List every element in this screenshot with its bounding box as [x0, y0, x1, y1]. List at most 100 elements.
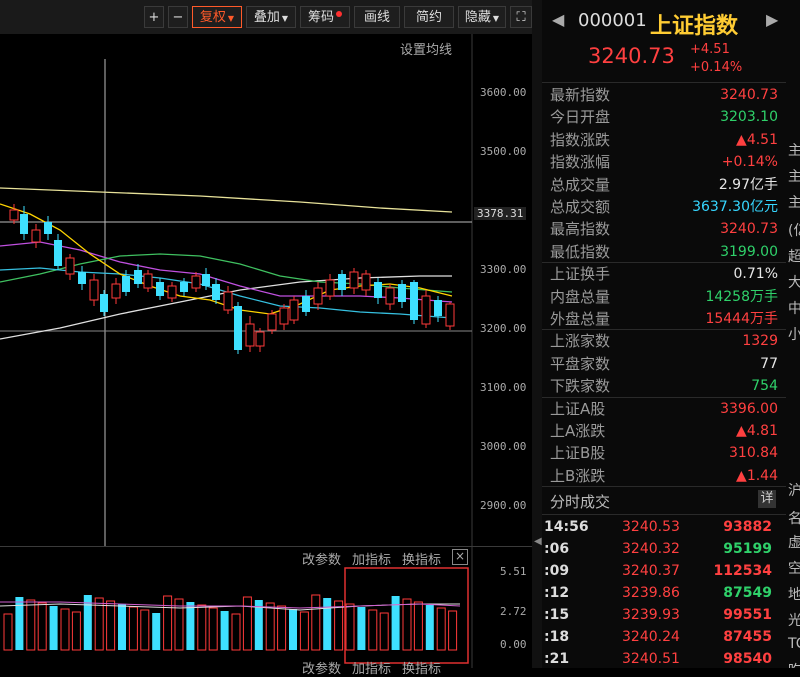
- trade-time: 14:56: [544, 519, 589, 535]
- quote-label: 指数涨跌: [550, 130, 611, 149]
- clipped-label: 空: [788, 561, 800, 577]
- y-tick-3300: 3300.00: [480, 263, 527, 276]
- volume-bar: [83, 595, 92, 650]
- candle-body: [410, 282, 418, 320]
- candle-body: [374, 282, 382, 298]
- current-price: 3240.73: [588, 44, 675, 68]
- quote-row: 总成交量 2.97亿手: [542, 174, 786, 196]
- trade-time: :21: [544, 651, 570, 667]
- quote-row: 平盘家数 77: [542, 353, 786, 375]
- volume-bar: [15, 597, 24, 650]
- draw-line-button[interactable]: 画线: [354, 6, 400, 28]
- volume-bar: [242, 596, 252, 651]
- quote-row: 上A涨跌 ▲4.81: [542, 420, 786, 442]
- volume-bar: [413, 601, 423, 651]
- panel-divider: [0, 546, 532, 547]
- candle-body: [223, 291, 233, 311]
- ma-setting-link[interactable]: 设置均线: [399, 43, 452, 58]
- overlay-dropdown[interactable]: 叠加 ▼: [246, 6, 296, 28]
- volume-bar: [425, 605, 434, 650]
- volume-bar: [402, 598, 412, 651]
- zoom-in-button[interactable]: +: [144, 6, 164, 28]
- candle-body: [167, 285, 177, 299]
- trade-price: 3240.51: [622, 651, 680, 667]
- volume-bar: [436, 607, 446, 651]
- fullscreen-icon[interactable]: ⛶: [510, 6, 532, 28]
- candle-body: [180, 282, 188, 292]
- chips-button[interactable]: 筹码: [300, 6, 350, 28]
- quote-value: 2.97亿手: [718, 176, 778, 193]
- ticks-detail-button[interactable]: 详: [758, 490, 776, 508]
- volume-bar: [231, 613, 241, 651]
- quote-label: 指数涨幅: [550, 153, 611, 172]
- trade-price: 3240.37: [622, 563, 680, 579]
- quote-row: 最高指数 3240.73: [542, 218, 786, 240]
- quote-label: 上证A股: [550, 399, 606, 418]
- clipped-label: 吃: [788, 660, 800, 668]
- collapse-icon[interactable]: ◀: [534, 536, 542, 547]
- trade-volume: 87549: [723, 585, 772, 601]
- prev-stock-icon[interactable]: ◀: [552, 10, 565, 29]
- quote-label: 最低指数: [550, 242, 611, 261]
- quote-row: 上证A股 3396.00: [542, 398, 786, 420]
- kline-canvas: [0, 34, 473, 546]
- quote-value: ▲4.51: [736, 131, 778, 148]
- volume-bar: [448, 610, 458, 651]
- quote-value: 3240.73: [720, 87, 778, 103]
- quote-label: 最新指数: [550, 86, 611, 104]
- quote-panel: ◀ 000001 上证指数 ▶ 3240.73 +4.51 +0.14% 最新指…: [542, 0, 786, 668]
- candle-body: [245, 323, 255, 347]
- next-stock-icon[interactable]: ▶: [766, 10, 779, 29]
- clipped-label: 中: [788, 301, 800, 317]
- trade-row: :18 3240.24 87455: [542, 626, 786, 648]
- volume-bar: [220, 611, 229, 650]
- quote-value: ▲4.81: [736, 423, 778, 439]
- volume-bar: [357, 607, 366, 650]
- volume-canvas: [0, 546, 473, 668]
- quote-label: 总成交量: [550, 175, 611, 194]
- y-tick-3000: 3000.00: [480, 440, 527, 453]
- quote-row: 上涨家数 1329: [542, 330, 786, 352]
- ma-line-white: [0, 275, 452, 340]
- trade-row: :12 3239.86 87549: [542, 582, 786, 604]
- add-indicator-link[interactable]: 加指标: [352, 553, 392, 568]
- quote-row: 最新指数 3240.73: [542, 84, 786, 106]
- trade-price: 3240.53: [622, 519, 680, 535]
- trade-volume: 99551: [723, 607, 772, 623]
- volume-bar: [128, 606, 138, 651]
- chevron-down-icon: ▼: [492, 14, 500, 23]
- close-icon[interactable]: ×: [452, 549, 468, 565]
- kline-chart[interactable]: 设置均线 3600.00 3500.00 3300.00 3200.00 310…: [0, 34, 532, 546]
- hide-dropdown[interactable]: 隐藏 ▼: [458, 6, 506, 28]
- trade-volume: 98540: [723, 651, 772, 667]
- volume-bar: [106, 600, 116, 651]
- clipped-label: 超: [788, 249, 800, 265]
- change-params-link[interactable]: 改参数: [302, 553, 342, 568]
- divider: [542, 396, 786, 398]
- divider: [542, 82, 786, 83]
- quote-value: 3199.00: [720, 243, 778, 260]
- quote-row: 指数涨幅 +0.14%: [542, 151, 786, 173]
- simple-mode-button[interactable]: 简约: [404, 6, 454, 28]
- candle-body: [385, 287, 395, 305]
- candle-body: [445, 303, 455, 327]
- switch-indicator-link[interactable]: 换指标: [402, 553, 442, 568]
- candle-body: [421, 295, 431, 325]
- fuquan-dropdown[interactable]: 复权 ▼: [192, 6, 242, 28]
- volume-bar: [118, 604, 126, 650]
- volume-bar: [49, 606, 58, 650]
- volume-bar: [391, 596, 400, 650]
- volume-bar: [37, 602, 47, 651]
- divider: [542, 329, 786, 331]
- candle-body: [89, 279, 99, 301]
- trade-volume: 93882: [723, 519, 772, 535]
- price-change: +4.51: [690, 42, 730, 57]
- panel-splitter[interactable]: ◀: [532, 0, 542, 668]
- trade-time: :09: [544, 563, 570, 579]
- clipped-label: 主: [788, 169, 800, 185]
- volume-panel: 改参数 加指标 换指标 × 5.51 2.72 0.00 改参数 加指标 换指标: [0, 546, 532, 677]
- trade-row: :09 3240.37 112534: [542, 560, 786, 582]
- quote-value: 0.71%: [733, 266, 778, 283]
- candle-body: [398, 284, 406, 302]
- zoom-out-button[interactable]: −: [168, 6, 188, 28]
